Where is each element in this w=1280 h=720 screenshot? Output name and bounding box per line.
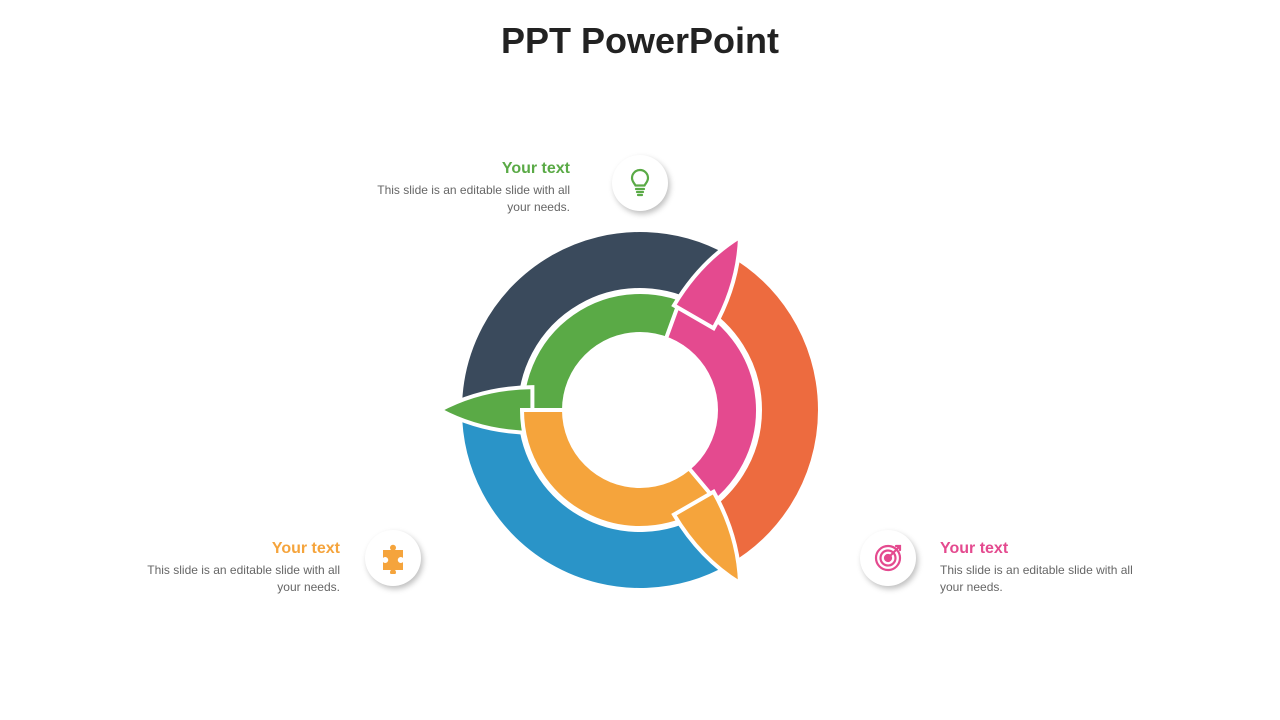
circular-diagram xyxy=(440,210,840,610)
target-icon-badge xyxy=(860,530,916,586)
diagram-svg xyxy=(440,210,840,610)
callout-green: Your text This slide is an editable slid… xyxy=(370,160,570,216)
callout-desc: This slide is an editable slide with all… xyxy=(370,182,570,216)
callout-desc: This slide is an editable slide with all… xyxy=(140,562,340,596)
callout-title: Your text xyxy=(370,160,570,178)
lightbulb-icon xyxy=(624,167,656,199)
callout-pink: Your text This slide is an editable slid… xyxy=(940,540,1140,596)
callout-orange: Your text This slide is an editable slid… xyxy=(140,540,340,596)
target-icon xyxy=(872,542,904,574)
callout-desc: This slide is an editable slide with all… xyxy=(940,562,1140,596)
callout-title: Your text xyxy=(140,540,340,558)
inner-arm-stub-green xyxy=(440,387,532,433)
puzzle-icon xyxy=(377,542,409,574)
lightbulb-icon-badge xyxy=(612,155,668,211)
callout-title: Your text xyxy=(940,540,1140,558)
slide-title: PPT PowerPoint xyxy=(0,20,1280,62)
puzzle-icon-badge xyxy=(365,530,421,586)
